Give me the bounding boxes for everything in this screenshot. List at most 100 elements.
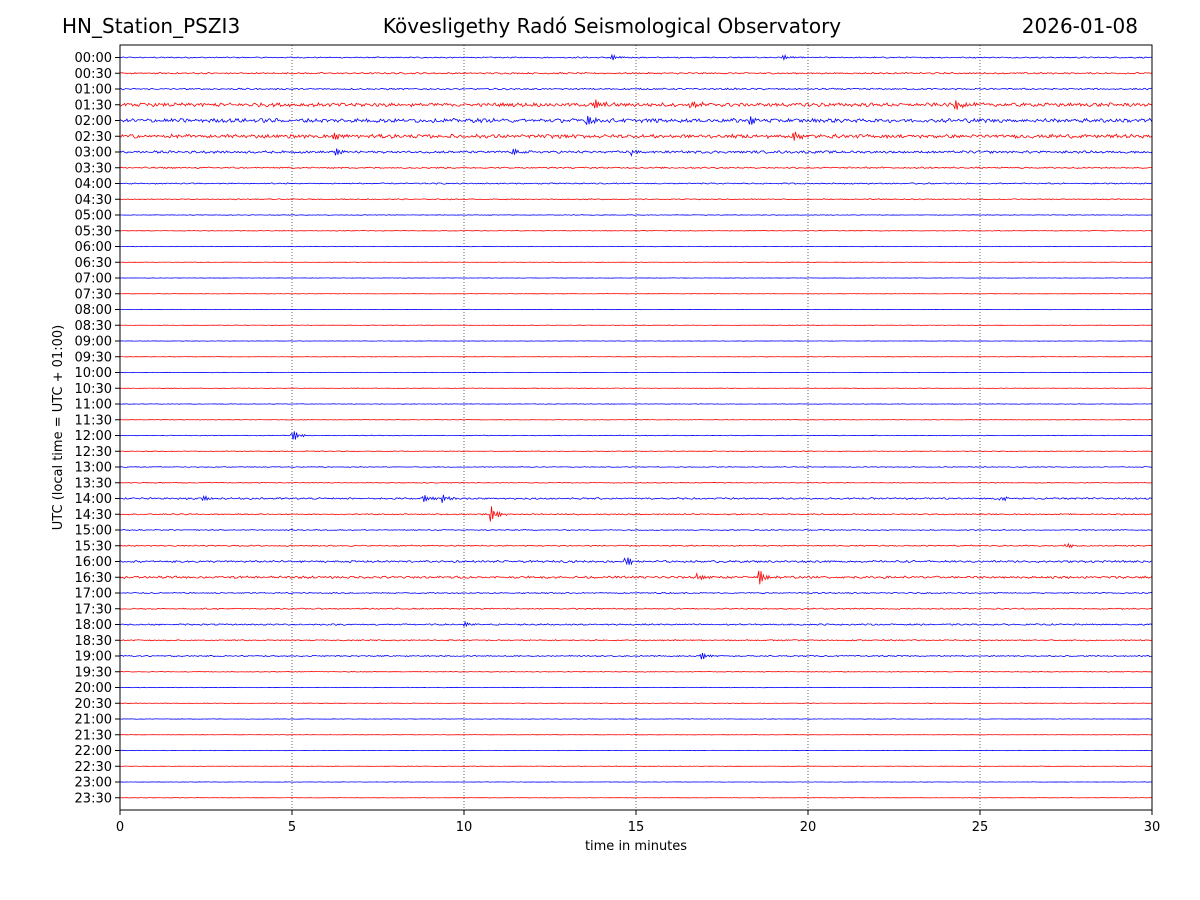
- trace-1830: [119, 639, 1153, 642]
- y-tick-label-1900: 19:00: [75, 650, 112, 665]
- trace-0100: [119, 87, 1153, 91]
- trace-2100: [119, 718, 1153, 720]
- x-axis-label: time in minutes: [585, 839, 687, 854]
- y-tick-label-1430: 14:30: [75, 508, 112, 523]
- trace-2030: [119, 702, 1153, 704]
- y-tick-label-2230: 22:30: [75, 760, 112, 775]
- seismic-traces: [119, 53, 1153, 799]
- x-tick-label-30: 30: [1144, 820, 1161, 835]
- trace-1330: [119, 481, 1153, 484]
- trace-1100: [119, 403, 1153, 405]
- y-tick-label-2100: 21:00: [75, 713, 112, 728]
- y-tick-label-0830: 08:30: [75, 319, 112, 334]
- trace-1200: [119, 431, 1153, 440]
- trace-1930: [119, 670, 1153, 673]
- y-tick-label-0330: 03:30: [75, 161, 112, 176]
- trace-0130: [119, 99, 1153, 111]
- x-tick-label-5: 5: [288, 820, 296, 835]
- trace-1630: [119, 570, 1153, 585]
- trace-1130: [119, 419, 1153, 421]
- y-tick-label-2200: 22:00: [75, 744, 112, 759]
- trace-0000: [119, 53, 1153, 62]
- y-tick-label-0400: 04:00: [75, 177, 112, 192]
- y-tick-label-0600: 06:00: [75, 240, 112, 255]
- trace-1300: [119, 466, 1153, 468]
- trace-1400: [119, 494, 1153, 503]
- trace-0500: [119, 214, 1153, 216]
- y-tick-label-0900: 09:00: [75, 335, 112, 350]
- y-tick-label-0200: 02:00: [75, 114, 112, 129]
- y-tick-label-1500: 15:00: [75, 524, 112, 539]
- y-tick-label-1030: 10:30: [75, 382, 112, 397]
- y-tick-label-1730: 17:30: [75, 602, 112, 617]
- y-tick-label-1800: 18:00: [75, 618, 112, 633]
- x-tick-label-10: 10: [456, 820, 473, 835]
- trace-0400: [119, 182, 1153, 185]
- y-tick-label-1300: 13:00: [75, 461, 112, 476]
- y-tick-label-1830: 18:30: [75, 634, 112, 649]
- trace-0200: [119, 115, 1153, 126]
- y-tick-label-1530: 15:30: [75, 539, 112, 554]
- y-tick-label-2330: 23:30: [75, 791, 112, 806]
- y-tick-label-1130: 11:30: [75, 413, 112, 428]
- trace-1730: [119, 607, 1153, 610]
- y-tick-label-2130: 21:30: [75, 728, 112, 743]
- trace-1430: [119, 506, 1153, 522]
- y-tick-label-0930: 09:30: [75, 350, 112, 365]
- y-tick-label-0730: 07:30: [75, 287, 112, 302]
- y-tick-label-2300: 23:00: [75, 776, 112, 791]
- y-tick-label-0630: 06:30: [75, 256, 112, 271]
- trace-1530: [119, 542, 1153, 549]
- y-tick-label-1930: 19:30: [75, 665, 112, 680]
- y-tick-label-1200: 12:00: [75, 429, 112, 444]
- y-tick-label-2000: 20:00: [75, 681, 112, 696]
- trace-1030: [119, 387, 1153, 389]
- trace-1600: [119, 557, 1153, 566]
- trace-0600: [119, 245, 1153, 248]
- y-tick-label-1600: 16:00: [75, 555, 112, 570]
- trace-1500: [119, 529, 1153, 531]
- y-tick-label-0800: 08:00: [75, 303, 112, 318]
- chart-date: 2026-01-08: [1021, 14, 1138, 38]
- y-tick-label-0700: 07:00: [75, 272, 112, 287]
- trace-1900: [119, 652, 1153, 660]
- trace-0230: [119, 131, 1153, 141]
- y-tick-label-1400: 14:00: [75, 492, 112, 507]
- trace-2000: [119, 686, 1153, 689]
- y-tick-label-0500: 05:00: [75, 209, 112, 224]
- x-axis: 0 5 10 15 20 25 30: [116, 810, 1160, 835]
- y-tick-label-1230: 12:30: [75, 445, 112, 460]
- y-tick-label-0000: 00:00: [75, 51, 112, 66]
- y-tick-label-0230: 02:30: [75, 130, 112, 145]
- y-tick-label-0430: 04:30: [75, 193, 112, 208]
- trace-1800: [119, 620, 1153, 628]
- station-name: HN_Station_PSZI3: [62, 14, 241, 38]
- trace-0430: [119, 198, 1153, 201]
- y-tick-label-1000: 10:00: [75, 366, 112, 381]
- y-tick-label-0300: 03:00: [75, 146, 112, 161]
- trace-0300: [119, 147, 1153, 157]
- x-tick-label-25: 25: [972, 820, 989, 835]
- y-tick-label-0100: 01:00: [75, 83, 112, 98]
- trace-1700: [119, 591, 1153, 595]
- y-tick-label-1700: 17:00: [75, 587, 112, 602]
- y-axis-label: UTC (local time = UTC + 01:00): [51, 325, 66, 530]
- y-tick-label-0530: 05:30: [75, 224, 112, 239]
- trace-0530: [119, 229, 1153, 232]
- trace-1230: [119, 450, 1153, 452]
- x-tick-label-15: 15: [628, 820, 645, 835]
- y-tick-label-0030: 00:30: [75, 67, 112, 82]
- x-tick-label-20: 20: [800, 820, 817, 835]
- y-tick-label-1330: 13:30: [75, 476, 112, 491]
- grid-lines: [291, 45, 981, 810]
- y-tick-label-0130: 01:30: [75, 98, 112, 113]
- trace-0330: [120, 166, 1153, 170]
- chart-title: Kövesligethy Radó Seismological Observat…: [382, 14, 842, 38]
- y-tick-label-1630: 16:30: [75, 571, 112, 586]
- y-tick-label-1100: 11:00: [75, 398, 112, 413]
- x-tick-label-0: 0: [116, 820, 124, 835]
- trace-0030: [119, 71, 1153, 75]
- y-tick-label-2030: 20:30: [75, 697, 112, 712]
- y-axis: 00:0000:3001:0001:3002:0002:3003:0003:30…: [75, 51, 120, 806]
